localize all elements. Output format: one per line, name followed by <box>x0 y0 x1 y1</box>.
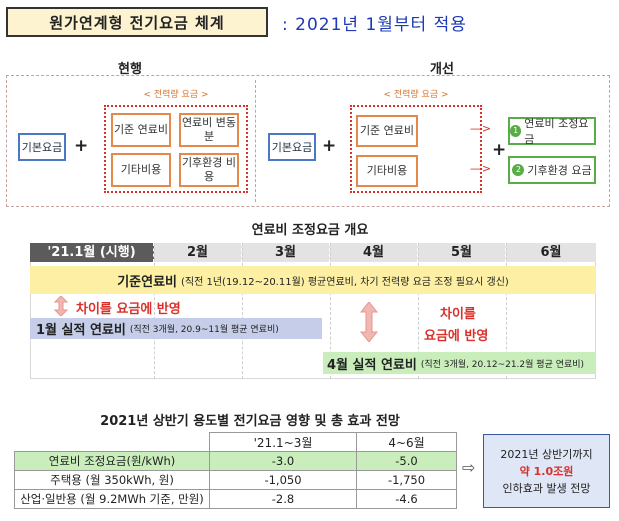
month-cell: 5월 <box>418 243 506 262</box>
row-value: -2.8 <box>209 489 357 509</box>
apr-actual-note: (직전 3개월, 20.12~21.2월 평균 연료비) <box>420 359 585 370</box>
effect-heading: 2021년 상반기 용도별 전기요금 영향 및 총 효과 전망 <box>100 414 400 429</box>
improved-base-fee: 기본요금 <box>268 133 316 161</box>
number-2-icon: 2 <box>512 164 525 176</box>
current-energy-group <box>104 105 248 193</box>
improved-energy-group <box>350 105 482 193</box>
current-item: 기후환경 비용 <box>179 153 239 187</box>
effect-table: '21.1~3월 4~6월 연료비 조정요금(원/kWh) -3.0 -5.0 … <box>14 432 457 509</box>
number-1-icon: 1 <box>510 125 522 137</box>
improved-energy-label: < 전력량 요금 > <box>383 90 449 100</box>
climate-fee-label: 기후환경 요금 <box>527 164 592 177</box>
row-value: -5.0 <box>356 451 457 471</box>
row-label: 주택용 (월 350kWh, 원) <box>14 470 210 490</box>
grid-divider <box>154 243 155 379</box>
row-value: -4.6 <box>356 489 457 509</box>
base-fuel-bar: 기준연료비 (직전 1년(19.12~20.11월) 평균연료비, 차기 전력량… <box>30 266 596 294</box>
current-item: 기준 연료비 <box>111 113 171 147</box>
month-cell: '21.1월 (시행) <box>30 243 154 262</box>
page-title: 원가연계형 전기요금 체계 <box>6 7 268 37</box>
summary-line1: 2021년 상반기까지 <box>500 447 593 461</box>
jan-actual-bar: 1월 실적 연료비 (직전 3개월, 20.9~11월 평균 연료비) <box>30 318 322 339</box>
base-fuel-label: 기준연료비 <box>117 274 177 290</box>
table-header-cell: 4~6월 <box>356 432 457 452</box>
current-energy-label: < 전력량 요금 > <box>143 90 209 100</box>
improved-item: 기타비용 <box>356 155 418 187</box>
page-subtitle: : 2021년 1월부터 적용 <box>282 15 467 35</box>
table-header-row: '21.1~3월 4~6월 <box>14 432 457 452</box>
arrow-right-icon: ⇨ <box>462 458 476 477</box>
row-value: -3.0 <box>209 451 357 471</box>
grid-divider <box>506 243 507 379</box>
row-value: -1,050 <box>209 470 357 490</box>
month-cell: 4월 <box>330 243 418 262</box>
fuel-adjust-fee-label: 연료비 조정요금 <box>524 117 589 146</box>
timeline-heading: 연료비 조정요금 개요 <box>251 223 369 238</box>
table-row: 주택용 (월 350kWh, 원) -1,050 -1,750 <box>14 470 457 490</box>
double-arrow-icon <box>54 296 68 316</box>
apr-actual-label: 4월 실적 연료비 <box>327 357 417 373</box>
scheme-panel <box>6 75 610 207</box>
fuel-adjust-fee-box: 1 연료비 조정요금 <box>508 117 596 146</box>
table-row: 산업·일반용 (월 9.2MWh 기준, 만원) -2.8 -4.6 <box>14 489 457 509</box>
table-header-cell <box>14 432 210 452</box>
current-item: 연료비 변동분 <box>179 113 239 147</box>
base-fuel-note: (직전 1년(19.12~20.11월) 평균연료비, 차기 전력량 요금 조정… <box>181 276 509 288</box>
improved-item: 기준 연료비 <box>356 115 418 147</box>
row-value: -1,750 <box>356 470 457 490</box>
summary-box: 2021년 상반기까지 약 1.0조원 인하효과 발생 전망 <box>483 434 610 508</box>
improved-plus: + <box>322 136 337 156</box>
current-base-fee: 기본요금 <box>18 133 66 161</box>
apr-actual-bar: 4월 실적 연료비 (직전 3개월, 20.12~21.2월 평균 연료비) <box>323 352 596 374</box>
month-cell: 6월 <box>506 243 596 262</box>
arrow-right-icon: ----> <box>470 162 491 175</box>
diff-note-jan: 차이를 요금에 반영 <box>76 302 181 317</box>
row-label: 산업·일반용 (월 9.2MWh 기준, 만원) <box>14 489 210 509</box>
grid-divider <box>418 243 419 379</box>
jan-actual-label: 1월 실적 연료비 <box>36 323 126 338</box>
table-row: 연료비 조정요금(원/kWh) -3.0 -5.0 <box>14 451 457 471</box>
current-heading: 현행 <box>118 62 142 77</box>
improved-plus-2: + <box>492 140 507 160</box>
row-label: 연료비 조정요금(원/kWh) <box>14 451 210 471</box>
diff-note-apr-line2: 요금에 반영 <box>424 329 489 344</box>
grid-divider <box>242 243 243 379</box>
climate-fee-box: 2 기후환경 요금 <box>508 156 596 184</box>
summary-line3: 인하효과 발생 전망 <box>502 481 591 495</box>
month-cell: 3월 <box>242 243 330 262</box>
arrow-right-icon: ----> <box>470 122 491 135</box>
table-header-cell: '21.1~3월 <box>209 432 357 452</box>
jan-actual-note: (직전 3개월, 20.9~11월 평균 연료비) <box>129 325 279 335</box>
improved-heading: 개선 <box>430 62 454 77</box>
current-plus: + <box>74 136 89 156</box>
double-arrow-icon <box>360 302 378 342</box>
summary-line2: 약 1.0조원 <box>519 464 574 478</box>
diff-note-apr-line1: 차이를 <box>440 307 476 322</box>
current-item: 기타비용 <box>111 153 171 187</box>
grid-divider <box>330 243 331 379</box>
scheme-divider <box>255 80 256 202</box>
month-cell: 2월 <box>154 243 242 262</box>
month-header: '21.1월 (시행) 2월 3월 4월 5월 6월 <box>30 243 596 262</box>
